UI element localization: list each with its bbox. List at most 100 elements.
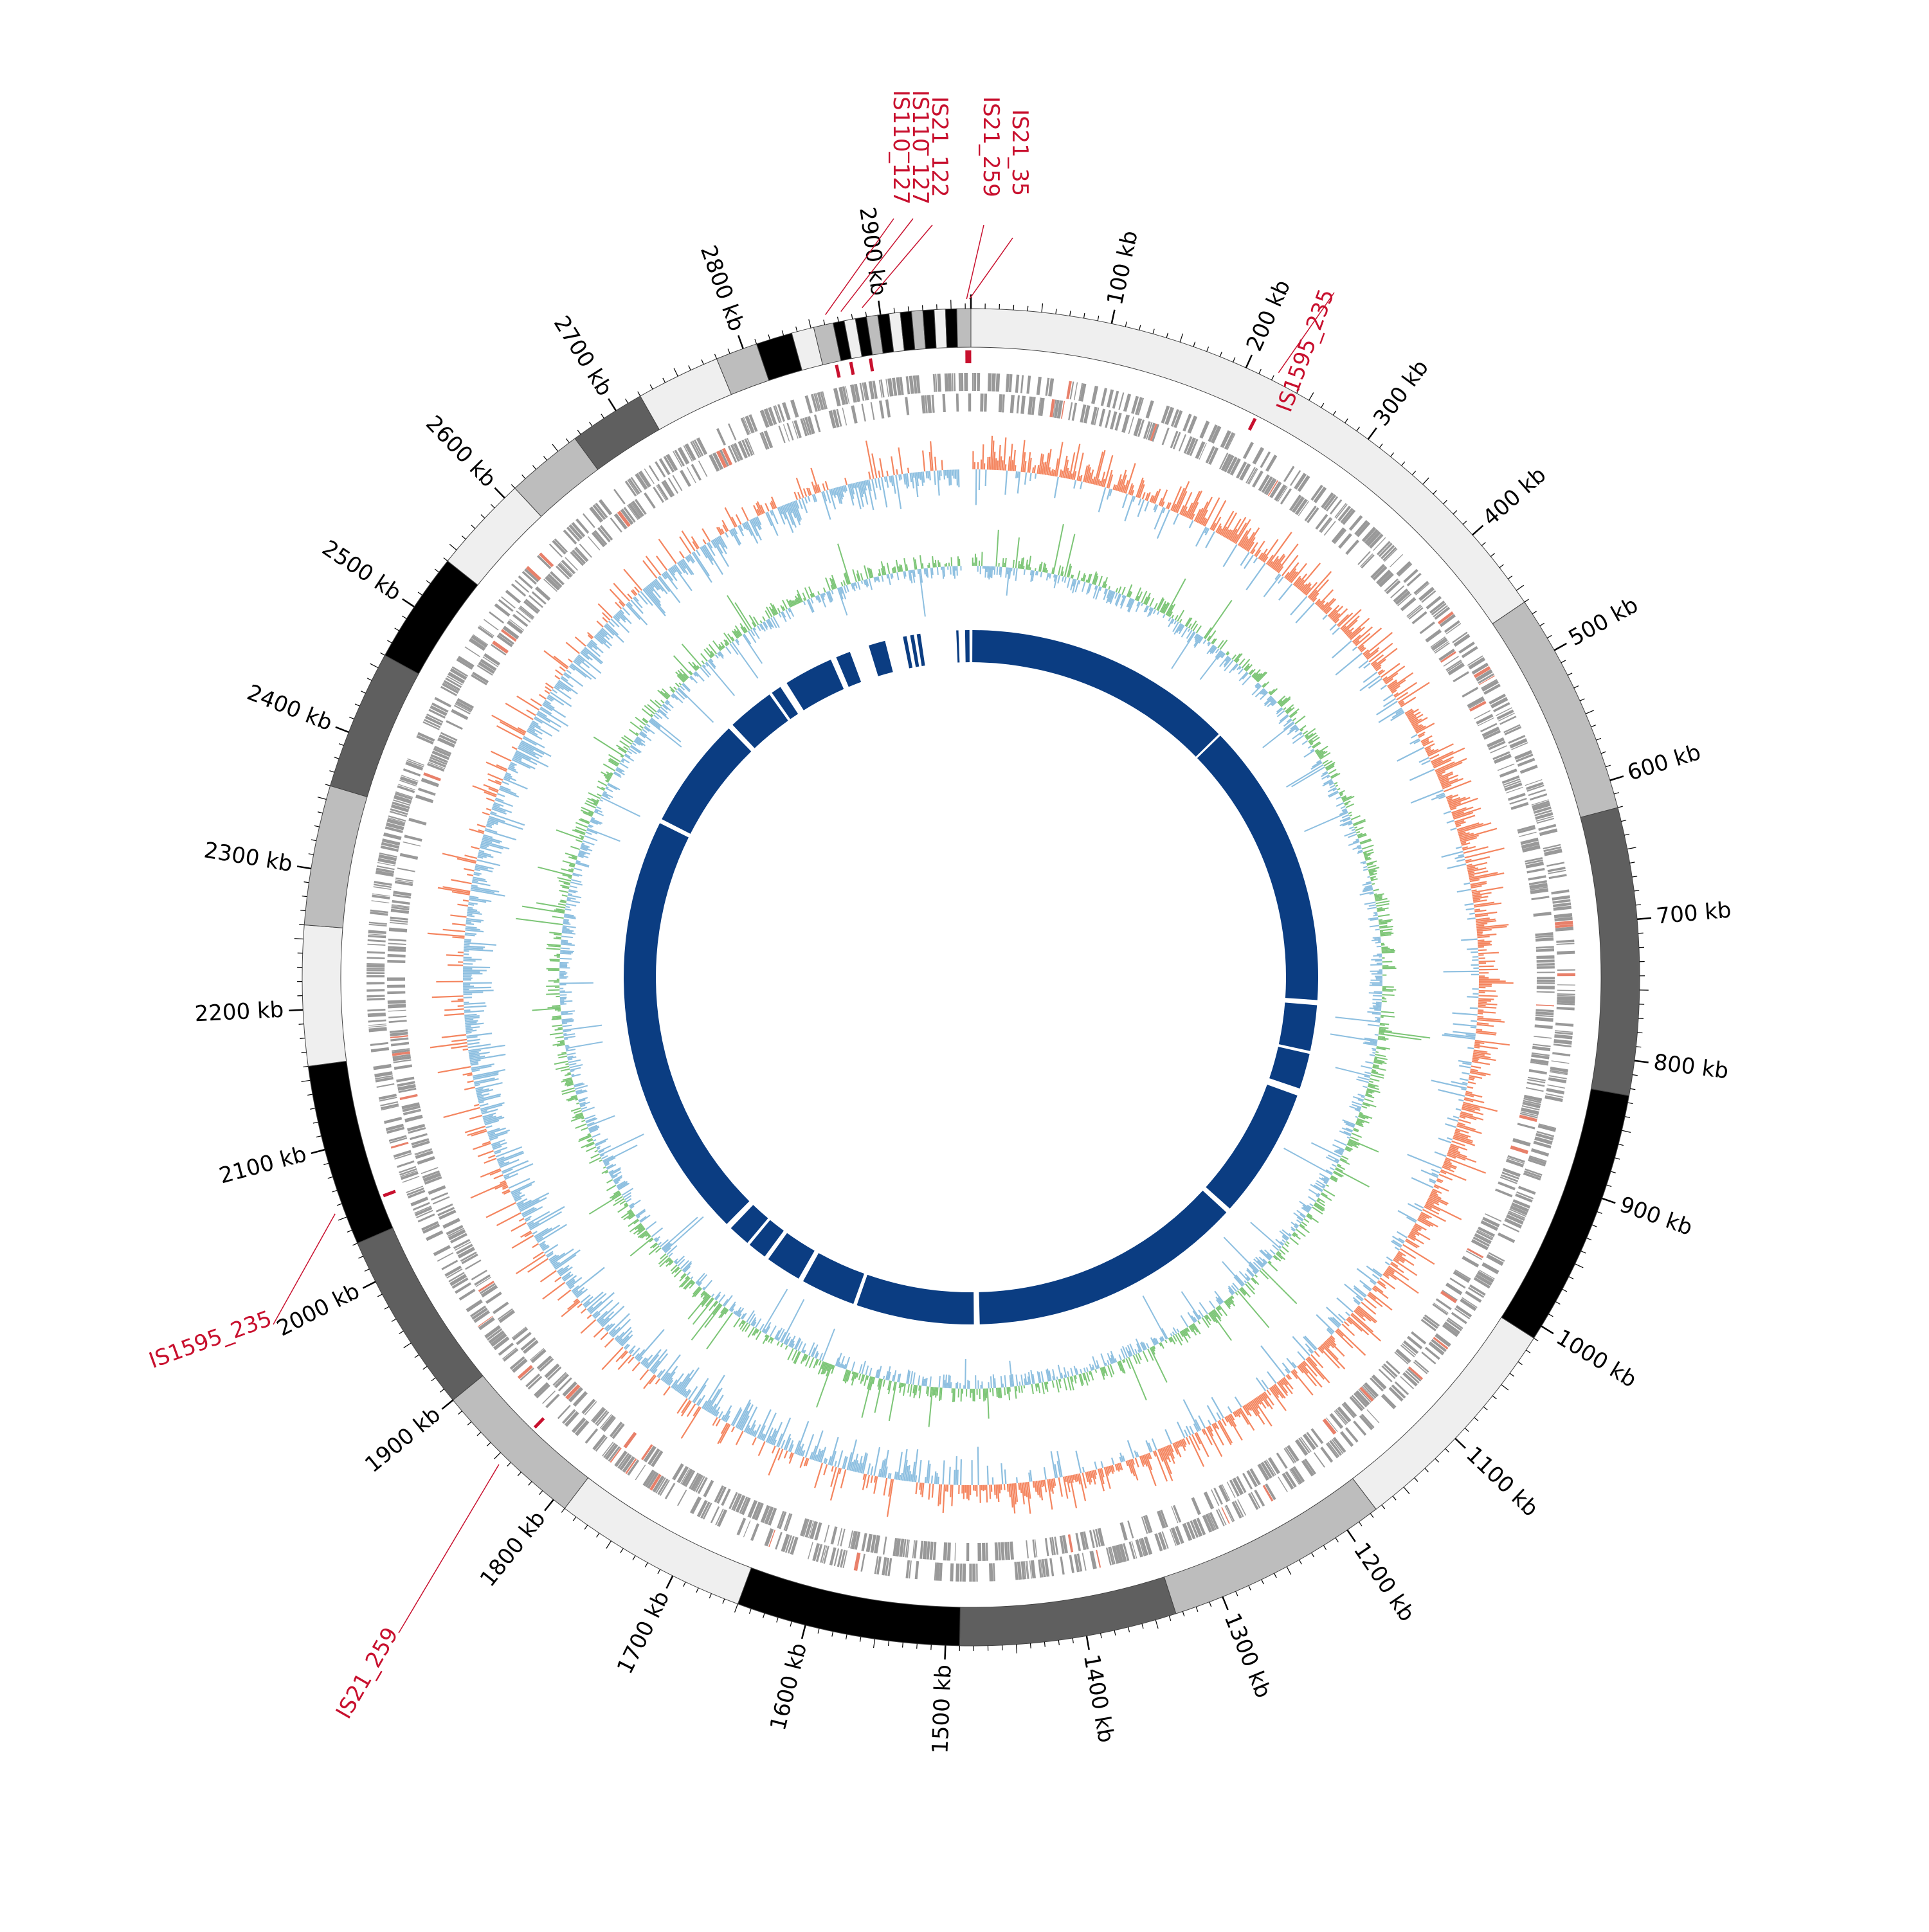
gc-skew-bar xyxy=(463,990,493,991)
gc-content-bar xyxy=(1367,1012,1381,1013)
gc-skew-bar xyxy=(768,1448,779,1476)
gc-content-bar xyxy=(1335,1169,1369,1187)
gc-skew-bar xyxy=(494,1175,503,1178)
gc-content-bar xyxy=(1328,770,1336,774)
gc-skew-bar xyxy=(1478,944,1492,945)
gc-skew-bar xyxy=(581,1309,586,1314)
gc-skew-bar xyxy=(1264,575,1281,597)
gc-content-bar xyxy=(1150,1348,1167,1382)
gc-skew-bar xyxy=(866,441,874,479)
scale-tick xyxy=(449,545,457,550)
gc-content-bar xyxy=(1334,1140,1346,1145)
gene-feature xyxy=(489,611,504,624)
scale-tick xyxy=(809,320,811,329)
scale-tick xyxy=(782,330,783,336)
gene-feature xyxy=(371,900,389,903)
gc-skew-bar xyxy=(1035,465,1036,474)
scale-tick xyxy=(385,1306,389,1309)
gene-feature xyxy=(368,930,386,934)
gc-content-bar xyxy=(1308,746,1311,748)
gc-content-bar xyxy=(997,566,998,575)
gc-skew-bar xyxy=(463,992,483,993)
gc-content-bar xyxy=(1373,889,1379,890)
gene-feature xyxy=(942,394,945,412)
gc-skew-bar xyxy=(464,1087,475,1090)
gc-content-bar xyxy=(943,1375,944,1388)
gc-content-bar xyxy=(883,1376,884,1379)
scale-tick xyxy=(1575,1264,1584,1268)
gc-skew-bar xyxy=(428,934,465,937)
is-element-mark xyxy=(1249,419,1255,430)
scale-tick xyxy=(1534,1338,1538,1341)
gene-feature xyxy=(1557,993,1575,995)
gc-content-bar xyxy=(1362,845,1373,849)
gc-content-bar xyxy=(703,1280,712,1290)
gc-skew-bar xyxy=(838,1450,842,1467)
gene-feature xyxy=(437,1252,454,1262)
gene-feature xyxy=(613,489,626,504)
gc-skew-bar xyxy=(1327,1307,1343,1323)
gene-feature xyxy=(1547,1085,1565,1089)
gc-skew-bar xyxy=(1157,510,1170,539)
gene-feature xyxy=(433,1245,451,1256)
gene-feature xyxy=(367,968,385,970)
gc-skew-bar xyxy=(471,885,478,887)
gc-skew-bar xyxy=(1447,820,1454,823)
gc-content-bar xyxy=(1238,1290,1269,1327)
scale-tick xyxy=(1209,1602,1211,1607)
gene-feature xyxy=(1536,948,1554,952)
gc-skew-bar xyxy=(772,1446,775,1453)
scale-tick xyxy=(851,314,852,320)
scale-tick xyxy=(1128,1627,1130,1632)
scale-tick xyxy=(723,1599,725,1603)
gc-content-bar xyxy=(1263,723,1294,748)
gc-content-bar xyxy=(1224,1237,1258,1272)
gc-skew-bar xyxy=(1012,460,1013,471)
gc-skew-bar xyxy=(527,710,536,716)
gene-feature xyxy=(962,1564,966,1582)
gc-skew-bar xyxy=(1002,460,1003,470)
gc-skew-bar xyxy=(1478,1012,1496,1013)
scale-tick xyxy=(1465,1428,1469,1431)
gene-feature xyxy=(948,374,952,392)
gene-feature xyxy=(982,1543,986,1561)
gc-content-bar xyxy=(1361,1066,1373,1069)
scale-tick xyxy=(606,1541,611,1549)
gc-content-bar xyxy=(869,1368,871,1377)
scale-tick xyxy=(1532,611,1537,614)
gene-feature xyxy=(1026,375,1031,393)
gc-skew-bar xyxy=(1033,1481,1034,1488)
scale-tick xyxy=(1382,1505,1385,1509)
gc-content-bar xyxy=(1238,669,1243,674)
scale-tick xyxy=(367,678,372,681)
scale-tick xyxy=(352,1243,357,1245)
gene-feature xyxy=(977,373,980,391)
scale-tick xyxy=(1490,554,1494,557)
gene-feature xyxy=(1551,889,1569,894)
gene-feature xyxy=(1557,989,1575,991)
gc-content-bar xyxy=(1166,579,1185,615)
gc-skew-bar xyxy=(602,617,608,622)
gene-feature xyxy=(1557,996,1575,1000)
gc-skew-bar xyxy=(488,1155,495,1158)
gc-skew-bar xyxy=(498,1151,523,1162)
scale-tick xyxy=(1638,933,1644,934)
scale-tick xyxy=(355,704,359,706)
gc-skew-bar xyxy=(486,1126,493,1128)
gc-skew-bar xyxy=(1478,1010,1483,1011)
gene-feature xyxy=(367,975,385,977)
gene-feature xyxy=(367,970,385,971)
gc-content-bar xyxy=(986,1389,987,1398)
scale-tick-label: 2700 kb xyxy=(548,311,617,401)
gene-feature xyxy=(1552,1060,1570,1063)
gene-feature xyxy=(831,1526,838,1544)
scale-tick xyxy=(1333,411,1336,415)
gc-content-bar xyxy=(1075,1375,1076,1379)
gc-skew-bar xyxy=(1123,494,1127,508)
gc-content-bar xyxy=(1154,603,1157,609)
is-element-mark xyxy=(535,1418,544,1427)
gene-feature xyxy=(1537,971,1555,973)
gc-skew-bar xyxy=(469,1115,482,1119)
gc-skew-bar xyxy=(986,1485,987,1503)
gc-skew-bar xyxy=(1467,864,1472,865)
